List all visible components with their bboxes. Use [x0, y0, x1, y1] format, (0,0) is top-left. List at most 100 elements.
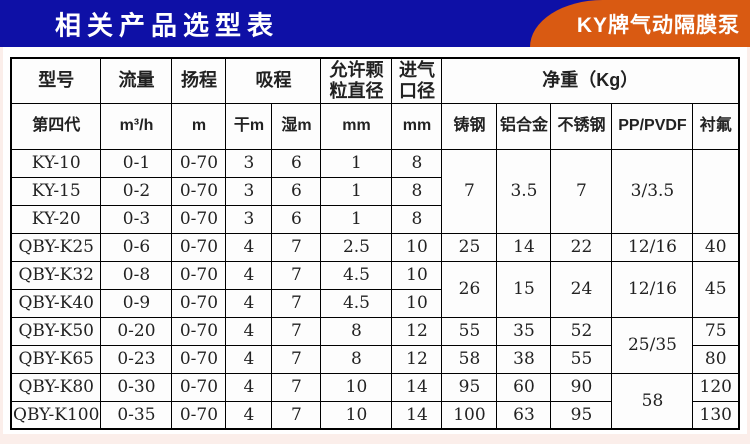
table-row: KY-20 0-3 0-70 3 6 1 8: [10, 204, 739, 234]
table-cell: 14: [391, 372, 443, 402]
table-cell: 8: [320, 316, 393, 346]
table-cell: 0-70: [171, 288, 227, 318]
table-cell: 25/35: [611, 316, 694, 374]
table-cell: KY-20: [10, 204, 102, 234]
table-cell: QBY-K50: [10, 316, 102, 346]
table-row: QBY-K100 0-35 0-70 4 7 10 14 100 63 95 130: [10, 400, 740, 430]
table-row: QBY-K25 0-6 0-70 4 7 2.5 10 25 14 22 12/16 40: [10, 232, 740, 262]
table-cell: 0-6: [100, 232, 173, 262]
table-cell: 3: [225, 176, 273, 206]
column-subheader: 第四代: [10, 102, 102, 150]
table-cell: 12/16: [611, 260, 694, 318]
column-subheader: PP/PVDF: [611, 102, 694, 150]
table-cell: 58: [441, 344, 498, 374]
table-cell: 3.5: [496, 148, 552, 234]
table-cell: 0-70: [171, 260, 227, 290]
column-header: 进气口径: [391, 57, 443, 104]
table-cell: 0-70: [171, 204, 227, 234]
table-cell: 12/16: [611, 232, 694, 262]
table-cell: 12: [391, 316, 443, 346]
table-cell: 3/3.5: [611, 148, 694, 234]
table-cell: 4: [225, 288, 273, 318]
page-title: 相关产品选型表: [55, 10, 280, 40]
table-row: QBY-K80 0-30 0-70 4 7 10 14 95 60 90 58 120: [10, 372, 740, 430]
table-cell: 10: [391, 260, 443, 290]
table-cell: 7: [271, 400, 322, 430]
table-cell: QBY-K25: [10, 232, 102, 262]
table-cell: 3: [225, 148, 273, 178]
spec-table-head: 型号 流量 扬程 吸程 允许颗粒直径 进气口径 净重（Kg） 第四代 m³/h m 干m 湿m mm m…: [10, 57, 740, 150]
table-cell: 4: [225, 316, 273, 346]
table-cell: 0-1: [100, 148, 173, 178]
table-cell: QBY-K100: [10, 400, 102, 430]
table-cell: 3: [225, 204, 273, 234]
column-subheader: 不锈钢: [550, 102, 613, 150]
table-cell: 0-30: [100, 372, 173, 402]
table-cell: 7: [271, 316, 322, 346]
table-cell: 75: [692, 316, 740, 346]
table-cell: 130: [692, 400, 740, 430]
table-cell: 55: [441, 316, 498, 346]
table-cell: 1: [320, 176, 393, 206]
table-cell: 4: [225, 372, 273, 402]
table-row: QBY-K32 0-8 0-70 4 7 4.5 10 26 15 24 12/16 45: [10, 260, 740, 318]
table-row: QBY-K40 0-9 0-70 4 7 4.5 10: [10, 288, 739, 318]
table-cell: KY-10: [10, 148, 102, 178]
table-cell: 1: [320, 204, 393, 234]
table-cell: KY-15: [10, 176, 102, 206]
table-cell: 7: [271, 288, 322, 318]
table-cell: 6: [271, 204, 322, 234]
table-cell: 10: [320, 372, 393, 402]
table-cell: 7: [550, 148, 613, 234]
table-cell: 10: [320, 400, 393, 430]
table-cell: 8: [391, 204, 443, 234]
table-cell: 4.5: [320, 288, 393, 318]
table-cell: 95: [550, 400, 613, 430]
table-cell: 4.5: [320, 260, 393, 290]
table-cell: 0-9: [100, 288, 173, 318]
column-subheader: m³/h: [100, 102, 173, 150]
table-cell: 0-8: [100, 260, 173, 290]
table-cell: 7: [271, 344, 322, 374]
table-cell: 6: [271, 148, 322, 178]
table-cell: 7: [271, 232, 322, 262]
table-row: KY-15 0-2 0-70 3 6 1 8: [10, 176, 739, 206]
table-cell: 0-70: [171, 400, 227, 430]
table-row: KY-10 0-1 0-70 3 6 1 8 7 3.5 7 3/3.5: [10, 148, 740, 234]
table-cell: 7: [271, 372, 322, 402]
column-header: 吸程: [225, 57, 322, 104]
column-subheader: mm: [320, 102, 393, 150]
table-cell: 8: [320, 344, 393, 374]
table-cell: 120: [692, 372, 740, 402]
table-cell: 12: [391, 344, 443, 374]
column-subheader: 铸钢: [441, 102, 498, 150]
table-cell: QBY-K32: [10, 260, 102, 290]
column-subheader: 铝合金: [496, 102, 552, 150]
column-subheader: 衬氟: [692, 102, 740, 150]
table-cell: 4: [225, 400, 273, 430]
table-cell: 10: [391, 232, 443, 262]
table-cell: QBY-K80: [10, 372, 102, 402]
table-cell: 4: [225, 260, 273, 290]
column-header: 扬程: [171, 57, 227, 104]
table-cell: 8: [391, 176, 443, 206]
table-cell: 45: [692, 260, 740, 318]
table-cell: 8: [391, 148, 443, 178]
column-subheader: mm: [391, 102, 443, 150]
table-cell: 80: [692, 344, 740, 374]
table-cell: 6: [271, 176, 322, 206]
table-cell: 100: [441, 400, 498, 430]
table-cell: 22: [550, 232, 613, 262]
table-cell: 0-35: [100, 400, 173, 430]
table-cell: 0-70: [171, 176, 227, 206]
table-cell: 95: [441, 372, 498, 402]
table-cell: 40: [692, 232, 740, 262]
table-cell: 60: [496, 372, 552, 402]
column-header: 型号: [10, 57, 102, 104]
content-area: 型号 流量 扬程 吸程 允许颗粒直径 进气口径 净重（Kg） 第四代 m³/h m 干m 湿m mm m…: [3, 47, 747, 434]
table-cell: 0-3: [100, 204, 173, 234]
table-cell: 0-23: [100, 344, 173, 374]
column-subheader: 干m: [225, 102, 273, 150]
table-cell: 4: [225, 232, 273, 262]
table-cell: 7: [441, 148, 498, 234]
